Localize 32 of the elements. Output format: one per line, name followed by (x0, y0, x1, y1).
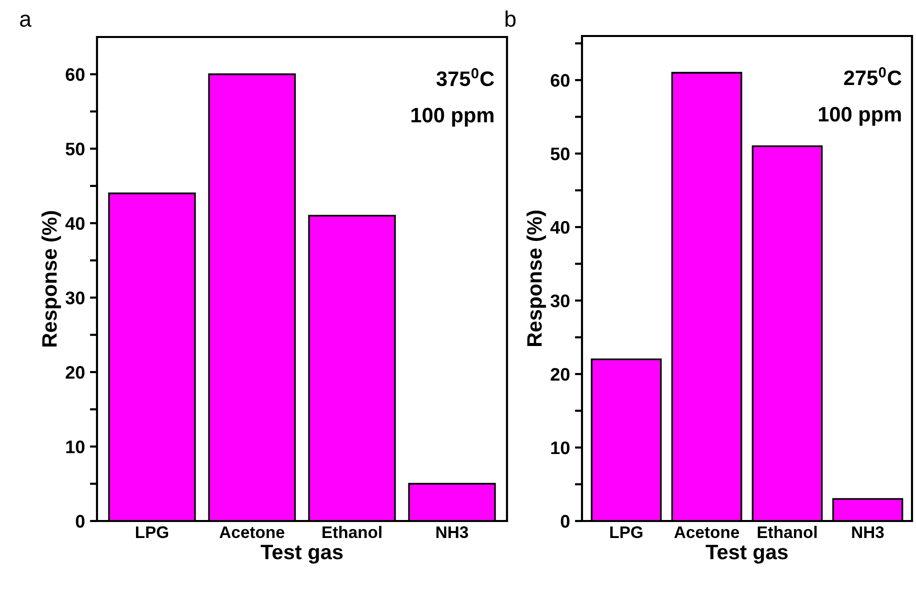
y-tick-label: 40 (65, 217, 84, 230)
y-tick-label: 0 (560, 514, 570, 528)
y-axis-title: Response (%) (526, 210, 546, 346)
x-tick-label: LPG (610, 526, 642, 538)
annotation: 375$^{0}$C (436, 68, 494, 86)
annotation: 100 ppm (818, 106, 901, 126)
y-tick-label: 40 (550, 220, 570, 234)
y-tick-label: 20 (66, 366, 84, 379)
x-tick-label: Ethanol (322, 526, 382, 538)
x-tick-label: Acetone (674, 526, 740, 538)
x-tick-label: NH3 (436, 526, 468, 538)
y-tick-label: 60 (66, 68, 84, 81)
x-tick-label: LPG (136, 526, 168, 538)
x-tick-label: Ethanol (758, 526, 817, 538)
y-tick-label: 50 (66, 142, 84, 156)
annotation: 100 ppm (411, 108, 494, 127)
text: a (20, 14, 32, 27)
y-tick-label: 20 (550, 368, 570, 381)
y-tick-label: 60 (550, 74, 570, 87)
y-tick-label: 30 (550, 294, 570, 308)
y-axis-title: Response (%) (42, 211, 61, 346)
y-tick-label: 10 (66, 440, 84, 454)
y-tick-label: 50 (550, 148, 570, 160)
y-tick-label: 10 (551, 441, 570, 454)
x-tick-label: Acetone (220, 526, 284, 538)
annotation: 275$^{0}$C (844, 67, 902, 86)
x-tick-label: NH3 (852, 526, 884, 538)
text: b (506, 10, 516, 27)
y-tick-label: 30 (66, 292, 84, 304)
x-axis-title: Test gas (260, 544, 343, 564)
x-axis-title: Test gas (706, 544, 788, 564)
y-tick-label: 0 (76, 514, 84, 528)
